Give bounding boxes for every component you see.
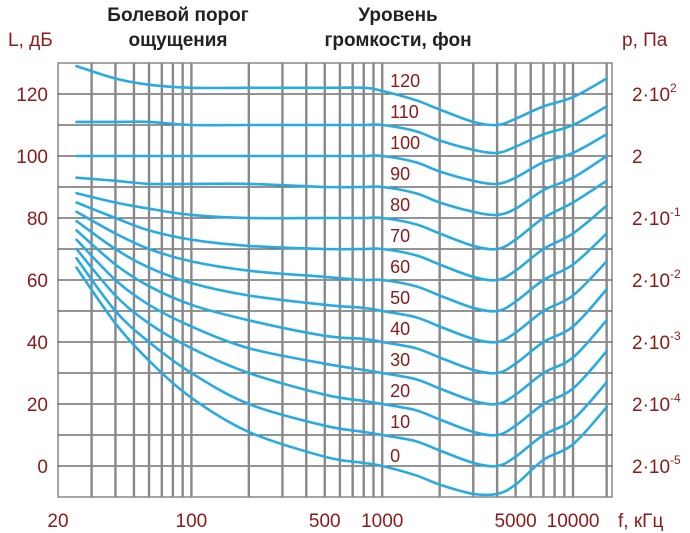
loudness-level-heading-line-2: громкости, фон bbox=[324, 30, 471, 51]
pressure-tick-label: 2·10-1 bbox=[632, 205, 681, 230]
y-tick-label: 0 bbox=[37, 457, 48, 478]
phon-label-110: 110 bbox=[390, 102, 419, 122]
loudness-curve-20 bbox=[75, 247, 608, 437]
phon-label-30: 30 bbox=[390, 350, 410, 370]
grid bbox=[57, 62, 613, 498]
y-axis-label: L, дБ bbox=[8, 30, 53, 51]
phon-label-100: 100 bbox=[390, 133, 420, 153]
pressure-tick-label: 2·10-4 bbox=[632, 391, 681, 416]
phon-label-50: 50 bbox=[390, 288, 410, 308]
x-tick-label: 20 bbox=[47, 511, 68, 532]
phon-label-20: 20 bbox=[390, 381, 410, 401]
loudness-curve-70 bbox=[75, 201, 608, 282]
x-tick-label: 5000 bbox=[494, 511, 536, 532]
phon-label-40: 40 bbox=[390, 319, 410, 339]
loudness-curve-60 bbox=[75, 210, 608, 313]
y-tick-label: 60 bbox=[27, 271, 48, 292]
x-tick-label: 1000 bbox=[361, 511, 403, 532]
phon-label-10: 10 bbox=[390, 412, 410, 432]
phon-labels: 0 10 20 30 40 50 60 70 80 90 100 110 120 bbox=[390, 71, 420, 466]
y-tick-label: 80 bbox=[27, 209, 48, 230]
y2-axis-label: p, Па bbox=[622, 30, 668, 51]
pressure-tick-label: 2·102 bbox=[632, 81, 677, 106]
loudness-curve-40 bbox=[75, 229, 608, 375]
loudness-curve-50 bbox=[75, 219, 608, 344]
loudness-level-heading-line-1: Уровень bbox=[358, 5, 437, 26]
y-tick-label: 120 bbox=[16, 85, 48, 106]
phon-label-120: 120 bbox=[390, 71, 420, 91]
pain-threshold-heading-line-1: Болевой порог bbox=[107, 5, 248, 26]
loudness-curve-110 bbox=[75, 105, 608, 155]
y-tick-label: 20 bbox=[27, 395, 48, 416]
pressure-tick-label: 2·10-5 bbox=[632, 453, 681, 478]
phon-label-60: 60 bbox=[390, 257, 410, 277]
pressure-tick-label: 2·10-3 bbox=[632, 329, 681, 354]
x-tick-label: 100 bbox=[176, 511, 208, 532]
y-tick-label: 100 bbox=[16, 147, 48, 168]
pressure-tick-labels: 2·10-5 2·10-4 2·10-3 2·10-2 2·10-1 2 2·102 bbox=[632, 81, 681, 478]
pain-threshold-heading-line-2: ощущения bbox=[128, 30, 227, 51]
loudness-curve-10 bbox=[75, 257, 608, 468]
x-tick-label: 500 bbox=[309, 511, 341, 532]
phon-label-0: 0 bbox=[390, 446, 400, 466]
pressure-tick-label: 2 bbox=[632, 147, 643, 168]
x-tick-label: 10000 bbox=[547, 511, 600, 532]
x-tick-labels: 20 100 500 1000 5000 10000 bbox=[47, 511, 599, 532]
loudness-curve-0 bbox=[75, 266, 608, 497]
y-tick-labels: 0 20 40 60 80 100 120 bbox=[16, 85, 48, 478]
loudness-curve-100 bbox=[75, 133, 608, 186]
phon-label-80: 80 bbox=[390, 195, 410, 215]
pressure-tick-label: 2·10-2 bbox=[632, 267, 681, 292]
phon-label-90: 90 bbox=[390, 164, 410, 184]
loudness-curve-90 bbox=[75, 154, 608, 217]
x-axis-label: f, кГц bbox=[618, 511, 663, 532]
loudness-curve-120 bbox=[75, 64, 608, 127]
loudness-curve-80 bbox=[75, 179, 608, 251]
y-tick-label: 40 bbox=[27, 333, 48, 354]
loudness-curves bbox=[75, 64, 608, 497]
loudness-curve-30 bbox=[75, 238, 608, 406]
phon-label-70: 70 bbox=[390, 226, 410, 246]
